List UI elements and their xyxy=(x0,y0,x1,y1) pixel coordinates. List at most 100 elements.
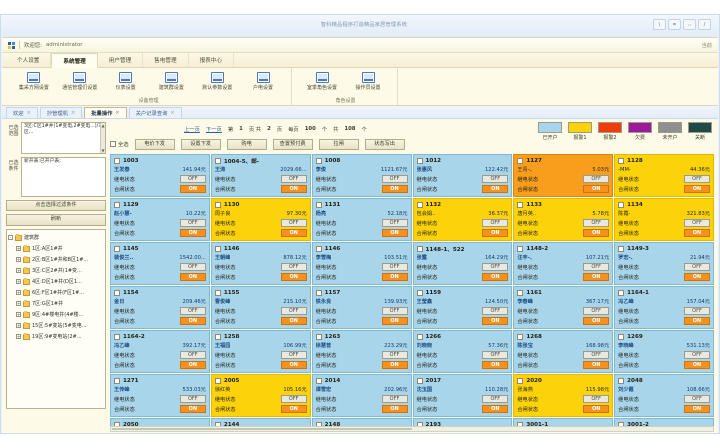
relay-status-badge[interactable]: OFF xyxy=(280,307,307,315)
checkbox-icon[interactable] xyxy=(618,246,625,252)
window-button-restore[interactable]: \ xyxy=(653,19,666,30)
switch-status-badge[interactable]: ON xyxy=(482,229,509,237)
meter-card[interactable]: 1132 包会娟.. 36.37元 继电状态 OFF 合闸状态 ON xyxy=(412,198,513,241)
switch-status-badge[interactable]: ON xyxy=(280,185,307,193)
meter-card[interactable]: 1133 唐月英.. 5.78元 继电状态 OFF 合闸状态 ON xyxy=(513,198,614,241)
relay-status-badge[interactable]: OFF xyxy=(583,351,610,359)
tab-user-management[interactable]: 用户管理 xyxy=(98,53,144,67)
tree-node-zone-15[interactable]: + 15区:5#变站(5#变电... xyxy=(8,320,104,331)
checkbox-icon[interactable] xyxy=(114,158,120,164)
switch-status-badge[interactable]: ON xyxy=(381,317,408,325)
expand-collapse-icon[interactable]: - xyxy=(8,235,13,240)
close-icon[interactable]: × xyxy=(26,109,31,116)
refresh-button[interactable]: 刷新 xyxy=(6,214,106,226)
tree-node-zone-9[interactable]: + 9区:4#楼电井(4#楼... xyxy=(8,309,104,320)
meter-card[interactable]: 1154 金日 209.46元 继电状态 OFF 合闸状态 ON xyxy=(110,286,210,329)
switch-status-badge[interactable]: ON xyxy=(179,405,206,413)
checkbox-icon[interactable] xyxy=(517,246,524,252)
relay-status-badge[interactable]: OFF xyxy=(280,351,307,359)
meter-card[interactable]: 1146 王朝峰 878.12元 继电状态 OFF 合闸状态 ON xyxy=(210,242,311,285)
meter-card[interactable]: 1003 王发春 141.94元 继电状态 OFF 合闸状态 ON xyxy=(110,154,210,197)
meter-card[interactable]: 1161 李春峰 367.17元 继电状态 OFF 合闸状态 ON xyxy=(513,286,614,329)
checkbox-icon[interactable] xyxy=(214,202,221,208)
subtab-account-record-query[interactable]: 关户记录查询 × xyxy=(128,106,182,118)
switch-status-badge[interactable]: ON xyxy=(482,317,509,325)
switch-status-badge[interactable]: ON xyxy=(583,185,610,193)
meter-card-grid-viewport[interactable]: 1003 王发春 141.94元 继电状态 OFF 合闸状态 ON 1004-5、邮- 王涛 20… xyxy=(110,154,714,428)
switch-status-badge[interactable]: ON xyxy=(583,273,610,281)
scrollbar-vertical[interactable]: ▲ ▼ xyxy=(100,123,105,153)
selected-condition-value[interactable]: 新开表:已开户表; xyxy=(21,157,106,197)
checkbox-icon[interactable] xyxy=(214,378,221,384)
checkbox-icon[interactable] xyxy=(114,246,120,252)
switch-status-badge[interactable]: ON xyxy=(280,273,307,281)
expand-collapse-icon[interactable]: + xyxy=(16,279,21,284)
relay-status-badge[interactable]: OFF xyxy=(482,175,509,183)
relay-status-badge[interactable]: OFF xyxy=(381,395,408,403)
next-page-link[interactable]: 下一页 xyxy=(205,127,222,133)
relay-status-badge[interactable]: OFF xyxy=(583,175,610,183)
meter-card[interactable]: 1128 -MM- 44.36元 继电状态 OFF 合闸状态 ON xyxy=(614,154,714,197)
tab-report-center[interactable]: 报表中心 xyxy=(189,53,234,67)
relay-status-badge[interactable]: OFF xyxy=(179,219,206,227)
meter-card[interactable]: 1164-2 冯乙峰 392.17元 继电状态 OFF 合闸状态 ON xyxy=(110,330,210,373)
meter-card[interactable]: 1129 赵小慧- 10.22元 继电状态 OFF 合闸状态 ON xyxy=(110,198,210,241)
expand-collapse-icon[interactable]: + xyxy=(16,323,21,328)
relay-status-badge[interactable]: OFF xyxy=(583,395,610,403)
relay-status-badge[interactable]: OFF xyxy=(280,263,307,271)
meter-card[interactable]: 1266 刘晓晓 57.36元 继电状态 OFF 合闸状态 ON xyxy=(412,330,513,373)
switch-status-badge[interactable]: ON xyxy=(482,361,509,369)
switch-status-badge[interactable]: ON xyxy=(381,405,408,413)
tab-personal-settings[interactable]: 个人设置 xyxy=(6,53,52,67)
horizontal-scrollbar[interactable] xyxy=(110,426,714,432)
building-tree[interactable]: - 建筑群 + 1区:A区1#井 + 2区:B区1#井和B区1#. xyxy=(6,229,106,409)
switch-status-badge[interactable]: ON xyxy=(583,229,610,237)
switch-status-badge[interactable]: ON xyxy=(684,405,710,413)
checkbox-icon[interactable] xyxy=(618,202,625,208)
checkbox-icon[interactable] xyxy=(315,378,322,384)
relay-status-badge[interactable]: OFF xyxy=(583,307,610,315)
switch-status-badge[interactable]: ON xyxy=(482,405,509,413)
switch-status-badge[interactable]: ON xyxy=(684,361,710,369)
relay-status-badge[interactable]: OFF xyxy=(684,219,710,227)
tree-node-zone-7[interactable]: + 7区:G区1#井 xyxy=(8,298,104,309)
meter-card[interactable]: 1146 李雪梅 103.51元 继电状态 OFF 合闸状态 ON xyxy=(311,242,412,285)
tree-node-zone-3[interactable]: + 3区:C区2#井(1#变... xyxy=(8,265,104,276)
relay-status-badge[interactable]: OFF xyxy=(482,219,509,227)
switch-status-badge[interactable]: ON xyxy=(179,317,206,325)
relay-status-badge[interactable]: OFF xyxy=(684,307,710,315)
meter-card[interactable]: 1148-2 汪丰-、 107.21元 继电状态 OFF 合闸状态 ON xyxy=(513,242,614,285)
ribbon-button-building-group[interactable]: 建筑群设置 xyxy=(149,72,193,91)
relay-status-badge[interactable]: OFF xyxy=(684,395,710,403)
checkbox-icon[interactable] xyxy=(416,158,423,164)
switch-status-badge[interactable]: ON xyxy=(179,361,206,369)
relay-status-badge[interactable]: OFF xyxy=(381,307,408,315)
checkbox-icon[interactable] xyxy=(315,246,322,252)
relay-status-badge[interactable]: OFF xyxy=(179,175,206,183)
relay-status-badge[interactable]: OFF xyxy=(482,395,509,403)
checkbox-icon[interactable] xyxy=(618,290,625,296)
meter-card[interactable]: 2048 刘少霞 108.66元 继电状态 OFF 合闸状态 ON xyxy=(614,374,714,417)
ribbon-button-household-power[interactable]: 户电设置 xyxy=(241,72,285,91)
relay-status-badge[interactable]: OFF xyxy=(179,351,206,359)
switch-status-badge[interactable]: ON xyxy=(280,361,307,369)
switch-status-badge[interactable]: ON xyxy=(684,273,710,281)
switch-status-badge[interactable]: ON xyxy=(381,229,408,237)
switch-status-badge[interactable]: ON xyxy=(179,273,206,281)
checkbox-icon[interactable] xyxy=(517,334,524,340)
tab-power-sales[interactable]: 售电管理 xyxy=(143,53,189,67)
checkbox-icon[interactable] xyxy=(114,334,120,340)
expand-collapse-icon[interactable]: + xyxy=(16,290,21,295)
switch-status-badge[interactable]: ON xyxy=(482,185,509,193)
meter-card[interactable]: 2005 徐红英 105.16元 继电状态 OFF 合闸状态 ON xyxy=(210,374,311,417)
switch-status-badge[interactable]: ON xyxy=(381,361,408,369)
relay-status-badge[interactable]: OFF xyxy=(280,175,307,183)
meter-card[interactable]: 1004-5、邮- 王涛 2029.66... 继电状态 OFF 合闸状态 ON xyxy=(210,154,311,197)
subtab-welcome[interactable]: 欢迎 × xyxy=(6,106,38,118)
window-button-minimize[interactable]: ⌵ xyxy=(683,19,696,30)
switch-status-badge[interactable]: ON xyxy=(684,317,710,325)
expand-collapse-icon[interactable]: + xyxy=(16,312,21,317)
checkbox-icon[interactable] xyxy=(214,246,221,252)
switch-status-badge[interactable]: ON xyxy=(280,317,307,325)
checkbox-icon[interactable] xyxy=(315,334,322,340)
